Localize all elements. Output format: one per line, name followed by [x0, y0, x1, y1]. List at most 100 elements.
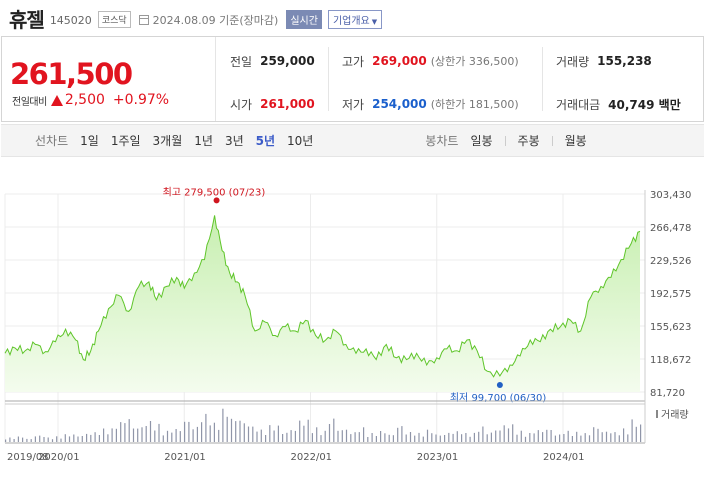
- volume-bar: [226, 416, 228, 442]
- volume-bar: [26, 438, 28, 442]
- tab-candle-2[interactable]: 월봉: [564, 134, 587, 148]
- y-tick-label: 118,672: [650, 355, 691, 366]
- volume-bar: [154, 430, 156, 442]
- volume-bar: [409, 432, 412, 442]
- volume-bar: [294, 430, 296, 442]
- volume-legend-label: 거래량: [661, 409, 689, 421]
- tab-period-5[interactable]: 5년: [255, 134, 276, 148]
- market-badge: 코스닥: [97, 11, 131, 28]
- volume-bar: [546, 429, 548, 442]
- volume-bar: [520, 430, 522, 442]
- volume-bar: [456, 431, 458, 442]
- volume-bar: [184, 421, 186, 442]
- price-area: 261,500 전일대비 2,500 +0.97%: [2, 37, 216, 121]
- volume-bar: [367, 437, 369, 442]
- y-tick-label: 155,623: [650, 322, 691, 333]
- volume-bar: [5, 439, 7, 442]
- volume-bar: [584, 433, 586, 442]
- stock-header: 휴젤 145020 코스닥 2024.08.09 기준(장마감) 실시간 기업개…: [0, 0, 705, 36]
- volume-bar: [401, 426, 403, 442]
- current-price: 261,500: [10, 57, 133, 91]
- volume-bar: [465, 433, 467, 442]
- company-overview-button[interactable]: 기업개요 ▼: [327, 10, 383, 29]
- volume-bar: [166, 430, 169, 442]
- volume-bar: [397, 427, 399, 442]
- tab-period-2[interactable]: 3개월: [152, 134, 183, 148]
- volume-bar: [111, 428, 113, 442]
- volume-bar: [179, 431, 181, 442]
- volume-bar: [137, 428, 139, 442]
- tab-period-6[interactable]: 10년: [287, 134, 314, 148]
- volume-bar: [618, 435, 620, 442]
- price-line: [4, 215, 641, 378]
- volume-bar: [243, 423, 245, 442]
- volume-bar: [554, 435, 556, 442]
- realtime-button[interactable]: 실시간: [286, 10, 322, 29]
- volume-bar: [90, 434, 92, 442]
- volume-bar: [316, 427, 318, 442]
- volume-bar: [388, 434, 390, 442]
- volume-bar: [81, 436, 83, 442]
- volume-bar: [77, 436, 79, 442]
- volume-bar: [623, 428, 625, 442]
- volume-bar: [120, 422, 122, 442]
- tab-period-1[interactable]: 1주일: [110, 134, 141, 148]
- line-chart-title: 선차트: [35, 134, 69, 148]
- x-tick-label: 2022/01: [291, 452, 333, 463]
- volume-bar: [192, 429, 194, 442]
- volume-bar: [235, 421, 237, 442]
- volume-bar: [218, 429, 220, 442]
- tab-period-4[interactable]: 3년: [224, 134, 244, 148]
- volume-bar: [345, 429, 348, 442]
- x-tick-label: 2020/01: [38, 452, 80, 463]
- y-tick-label: 81,720: [650, 388, 685, 399]
- volume-bar: [597, 428, 599, 442]
- volume-bar: [542, 432, 544, 442]
- tab-candle-0[interactable]: 일봉: [470, 134, 493, 148]
- volume-bar: [490, 432, 492, 442]
- volume-bar: [350, 434, 352, 442]
- volume-bar: [43, 437, 45, 442]
- volume-bar: [371, 433, 373, 442]
- volume-bar: [627, 434, 629, 442]
- high-annotation: 최고 279,500 (07/23): [163, 186, 266, 198]
- y-tick-label: 229,526: [650, 256, 691, 267]
- tab-period-3[interactable]: 1년: [194, 134, 213, 148]
- candle-chart-title: 봉차트: [425, 134, 459, 148]
- volume-bar: [499, 430, 501, 442]
- y-tick-label: 303,430: [650, 190, 691, 201]
- tab-period-0[interactable]: 1일: [80, 134, 99, 148]
- volume-bar: [333, 418, 335, 442]
- chevron-down-icon: ▼: [371, 18, 378, 26]
- x-tick-label: 2021/01: [164, 452, 206, 463]
- tab-candle-1[interactable]: 주봉: [517, 134, 540, 148]
- volume-bar: [635, 426, 637, 442]
- volume-bar: [422, 436, 424, 442]
- volume-bar: [196, 426, 198, 442]
- volume-bar: [86, 433, 88, 442]
- volume-bar: [39, 435, 41, 442]
- volume-bar: [273, 430, 275, 442]
- volume-bar: [426, 429, 429, 442]
- volume-bar: [605, 431, 608, 442]
- volume-bar: [162, 435, 164, 442]
- volume-bar: [320, 435, 322, 442]
- volume-bar: [311, 433, 313, 442]
- volume-bar: [550, 430, 552, 442]
- volume-bar: [469, 436, 471, 442]
- volume-bar: [559, 434, 561, 442]
- volume-bar: [478, 431, 480, 442]
- volume-bar: [341, 430, 343, 442]
- high-marker: [213, 197, 220, 204]
- volume-bar: [593, 427, 595, 442]
- volume-bar: [473, 432, 475, 442]
- change-label: 전일대비: [12, 96, 47, 108]
- volume-bar: [384, 433, 386, 442]
- volume-bar: [51, 439, 54, 442]
- volume-bar: [56, 436, 58, 442]
- volume-bar: [22, 437, 24, 442]
- x-tick-label: 2019/08: [7, 452, 49, 463]
- low-annotation: 최저 99,700 (06/30): [450, 392, 546, 404]
- volume-bar: [524, 436, 527, 442]
- volume-bar: [30, 439, 32, 442]
